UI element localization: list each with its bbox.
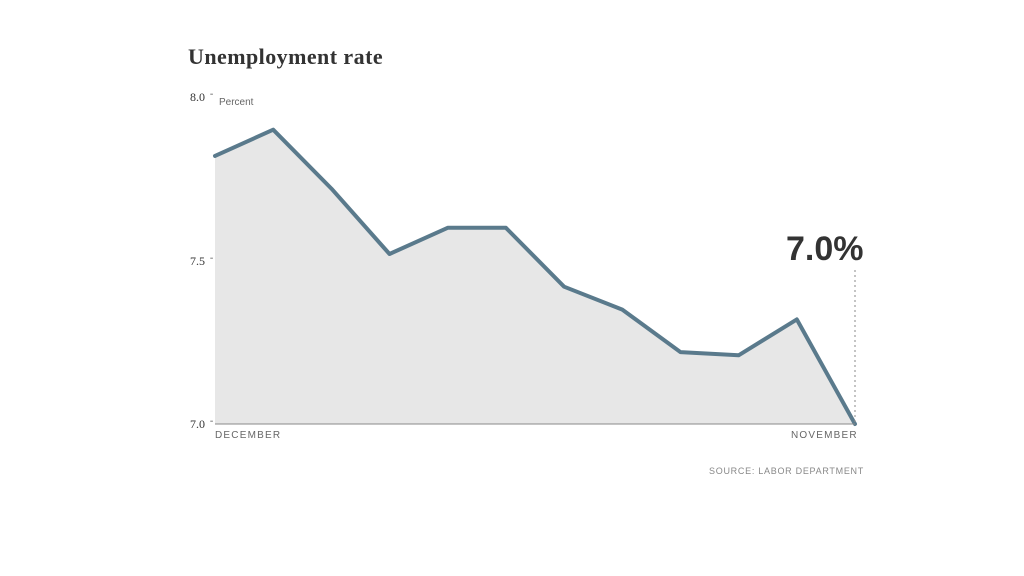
area-chart-svg — [0, 0, 1024, 576]
chart-container: { "chart": { "type": "area", "title": "U… — [0, 0, 1024, 576]
area-fill — [215, 130, 855, 424]
